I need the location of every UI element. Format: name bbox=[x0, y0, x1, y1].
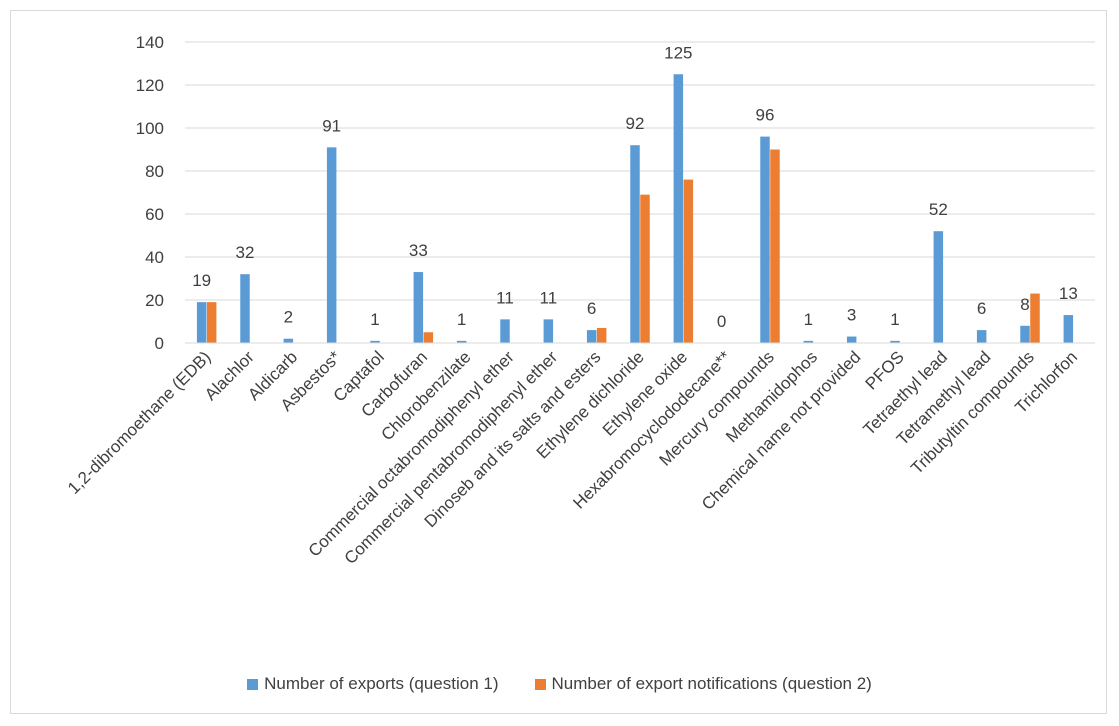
bar-exports bbox=[543, 319, 554, 343]
bar-exports bbox=[976, 330, 987, 343]
bar-notifications bbox=[206, 302, 217, 343]
data-label: 96 bbox=[756, 106, 775, 125]
bar-notifications bbox=[596, 327, 607, 343]
bar-exports bbox=[1063, 315, 1074, 343]
legend-swatch bbox=[534, 678, 546, 690]
data-label: 1 bbox=[890, 310, 899, 329]
bar-exports bbox=[673, 74, 684, 343]
data-label: 19 bbox=[192, 271, 211, 290]
bar-exports bbox=[933, 231, 944, 343]
bar-exports bbox=[196, 302, 207, 343]
bar-notifications bbox=[770, 149, 780, 343]
legend-swatch bbox=[247, 678, 259, 690]
data-label: 11 bbox=[540, 288, 558, 307]
y-tick-label: 20 bbox=[145, 291, 164, 310]
bar-notifications bbox=[423, 332, 434, 343]
bar-exports bbox=[326, 147, 337, 343]
data-label: 6 bbox=[977, 299, 986, 318]
data-label: 92 bbox=[626, 114, 645, 133]
legend-label: Number of export notifications (question… bbox=[551, 674, 872, 693]
y-tick-label: 40 bbox=[145, 248, 164, 267]
legend-item: Number of exports (question 1) bbox=[247, 674, 499, 694]
y-tick-label: 60 bbox=[145, 205, 164, 224]
data-label: 2 bbox=[284, 308, 293, 327]
chart-frame bbox=[10, 10, 1107, 714]
y-tick-label: 0 bbox=[155, 334, 164, 353]
data-label: 1 bbox=[457, 310, 466, 329]
data-label: 0 bbox=[717, 312, 726, 331]
data-label: 13 bbox=[1059, 284, 1078, 303]
bar-exports bbox=[760, 136, 770, 343]
data-label: 91 bbox=[322, 116, 341, 135]
data-label: 1 bbox=[370, 310, 379, 329]
legend-label: Number of exports (question 1) bbox=[264, 674, 499, 693]
data-label: 8 bbox=[1020, 295, 1029, 314]
bar-exports bbox=[586, 330, 597, 343]
data-label: 52 bbox=[929, 200, 948, 219]
bar-exports bbox=[1020, 325, 1030, 343]
bar-exports bbox=[846, 336, 857, 343]
bar-exports bbox=[456, 340, 467, 343]
y-tick-label: 100 bbox=[136, 119, 164, 138]
bar-exports bbox=[240, 274, 250, 343]
data-label: 1 bbox=[804, 310, 813, 329]
bar-exports bbox=[283, 338, 294, 343]
data-label: 32 bbox=[236, 243, 255, 262]
bar-exports bbox=[890, 340, 900, 343]
bar-exports bbox=[630, 145, 640, 343]
y-tick-label: 120 bbox=[136, 76, 164, 95]
x-tick-label: 1,2-dibromoethane (EDB) bbox=[64, 347, 214, 497]
x-tick-label: Chemical name not provided bbox=[698, 347, 864, 513]
y-tick-label: 140 bbox=[136, 33, 164, 52]
data-label: 11 bbox=[496, 288, 514, 307]
bar-exports bbox=[413, 272, 424, 343]
bar-notifications bbox=[683, 179, 694, 343]
data-label: 125 bbox=[664, 43, 692, 62]
data-label: 33 bbox=[409, 241, 428, 260]
bar-exports bbox=[803, 340, 814, 343]
chart-legend: Number of exports (question 1) Number of … bbox=[0, 674, 1119, 695]
bar-exports bbox=[500, 319, 510, 343]
data-label: 3 bbox=[847, 306, 856, 325]
bar-exports bbox=[370, 340, 380, 343]
legend-item: Number of export notifications (question… bbox=[534, 674, 872, 694]
y-tick-label: 80 bbox=[145, 162, 164, 181]
data-label: 6 bbox=[587, 299, 596, 318]
bar-notifications bbox=[1030, 293, 1040, 343]
bar-notifications bbox=[640, 194, 650, 343]
